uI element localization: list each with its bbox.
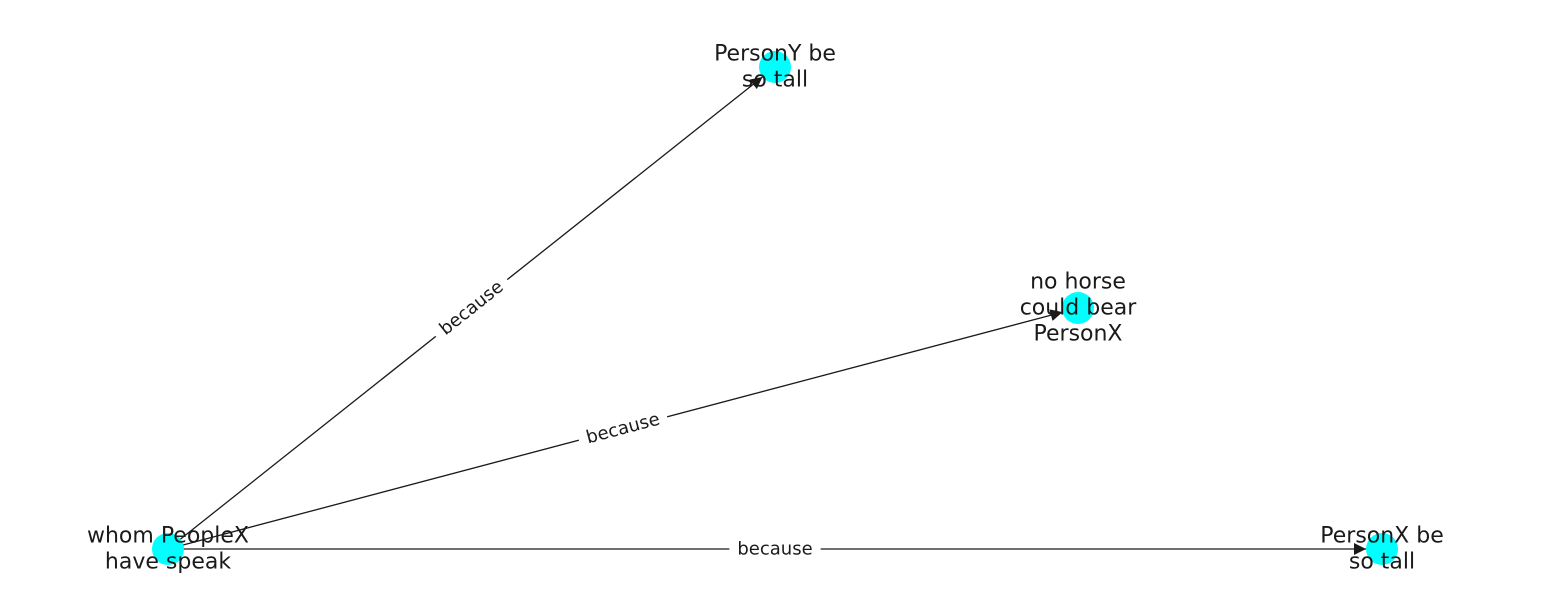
node-label-personx: PersonX be so tall <box>1320 524 1444 575</box>
edge-label-bg <box>575 404 671 453</box>
node-label-line: PersonX <box>1034 322 1123 347</box>
node-label-line: PersonX be <box>1320 524 1444 549</box>
edge-whom-persony: because <box>167 76 763 550</box>
node-label-line: so tall <box>1349 550 1415 575</box>
node-label-persony: PersonY be so tall <box>714 42 836 93</box>
node-persony <box>759 51 791 83</box>
edge-label-bg <box>729 536 821 562</box>
node-label-whom: whom PeopleX have speak <box>87 524 249 575</box>
edge-label-group-whom-horse: because <box>575 404 671 453</box>
node-label-line: PersonY be <box>714 42 836 67</box>
edge-label-bg <box>427 269 516 347</box>
edge-label: because <box>584 409 662 449</box>
node-horse <box>1062 292 1094 324</box>
edge-label-group-whom-persony: because <box>427 269 516 347</box>
edge-label-group-whom-personx: because <box>729 536 821 562</box>
edge-label: because <box>435 276 507 339</box>
node-label-line: have speak <box>105 550 231 575</box>
node-whom <box>152 533 184 565</box>
nodes-layer <box>152 51 1398 565</box>
edges-layer: because because because <box>167 76 1366 562</box>
edge-whom-personx: because <box>168 536 1366 562</box>
node-personx <box>1366 533 1398 565</box>
node-label-line: could bear <box>1020 296 1138 321</box>
node-label-line: so tall <box>742 68 808 93</box>
edge-whom-horse: because <box>167 309 1063 550</box>
node-label-horse: no horse could bear PersonX <box>1020 270 1138 347</box>
edge-label: because <box>737 539 812 560</box>
node-label-line: whom PeopleX <box>87 524 249 549</box>
node-label-line: no horse <box>1030 270 1126 295</box>
